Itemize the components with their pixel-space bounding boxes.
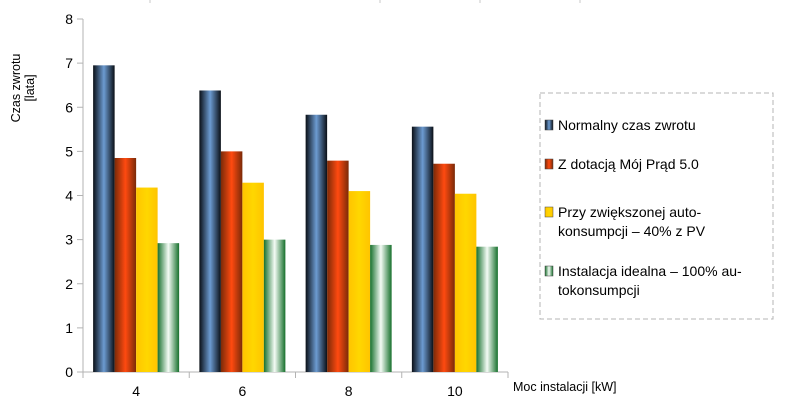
y-tick-label: 4 [65,188,73,204]
bar [199,90,221,373]
bar [114,157,137,372]
legend-swatch [544,158,554,170]
legend-label: Instalacja idealna – 100% au- [558,263,742,279]
legend-label: konsumpcji – 40% z PV [558,223,706,239]
bar [348,191,371,372]
plot-area: 0 1 2 3 4 5 6 7 8 4 6 8 10 [65,11,509,399]
bar [263,239,286,372]
legend-label: Przy zwiększonej auto- [558,204,702,220]
y-tick-label: 7 [65,55,73,71]
legend: Normalny czas zwrotu Z dotacją Mój Prąd 5… [539,92,774,320]
y-tick-label: 8 [65,11,73,27]
bar [476,246,498,372]
x-tick-label: 6 [238,383,246,399]
x-tick-label: 8 [345,383,353,399]
bar [220,151,243,372]
bar [157,243,180,372]
y-tick-label: 6 [65,99,73,115]
y-tick-label: 5 [65,143,73,159]
legend-label: Z dotacją Mój Prąd 5.0 [558,156,699,172]
bar [454,193,477,372]
y-tick-label: 0 [65,364,73,380]
bar [327,160,349,372]
bar [411,126,434,372]
bar [305,114,328,372]
bar [93,65,115,373]
frame-top-marks [149,0,581,3]
bar [370,244,392,372]
legend-label: Normalny czas zwrotu [558,117,696,133]
legend-swatch [544,119,554,131]
bar [136,187,158,372]
x-tick-label: 4 [132,383,140,399]
x-tick-label: 10 [447,383,463,399]
y-axis-title-line-1: Czas zwrotu [9,54,23,123]
y-axis-title: Czas zwrotu [lata] [9,54,37,123]
y-tick-label: 2 [65,276,73,292]
bar [433,163,455,372]
x-axis-title: Moc instalacji [kW] [513,380,617,394]
legend-swatch [544,265,554,277]
y-axis-title-line-2: [lata] [23,74,37,101]
legend-frame [539,92,774,320]
legend-swatch [544,206,554,218]
y-tick-label: 3 [65,232,73,248]
legend-label: tokonsumpcji [558,282,640,298]
y-tick-label: 1 [65,320,73,336]
bar [242,182,264,372]
